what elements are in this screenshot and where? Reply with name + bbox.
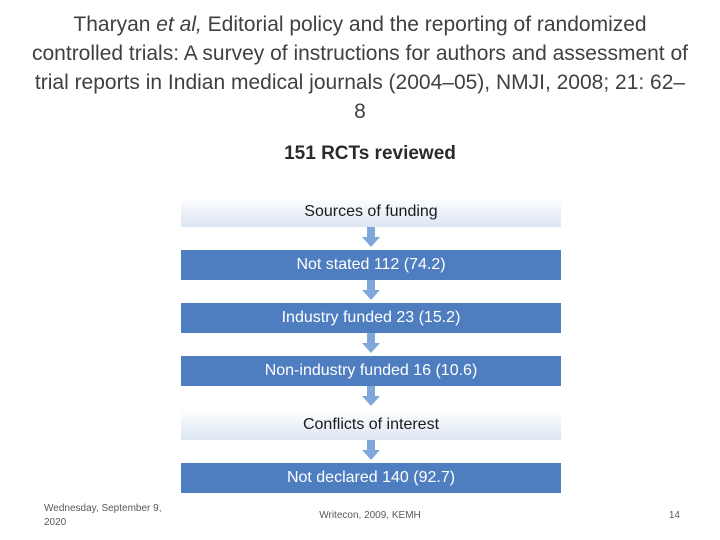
down-arrow-icon — [362, 386, 380, 406]
down-arrow-icon — [362, 333, 380, 353]
title-rest: Editorial policy and the reporting of ra… — [32, 13, 688, 123]
box-sources-of-funding: Sources of funding — [181, 197, 561, 227]
down-arrow-icon — [362, 440, 380, 460]
rcts-reviewed-heading: 151 RCTs reviewed — [284, 143, 456, 164]
footer-page-number: 14 — [668, 510, 680, 521]
title-author: Tharyan — [73, 13, 151, 36]
box-not-stated: Not stated 112 (74.2) — [181, 250, 561, 280]
box-non-industry-funded: Non-industry funded 16 (10.6) — [181, 356, 561, 386]
box-industry-funded: Industry funded 23 (15.2) — [181, 303, 561, 333]
slide-title: Tharyan et al, Editorial policy and the … — [30, 10, 690, 126]
title-etal: et al, — [156, 13, 202, 36]
box-conflicts-of-interest: Conflicts of interest — [181, 410, 561, 440]
down-arrow-icon — [362, 227, 380, 247]
footer-event: Writecon, 2009, KEMH — [319, 510, 421, 521]
down-arrow-icon — [362, 280, 380, 300]
box-not-declared: Not declared 140 (92.7) — [181, 463, 561, 493]
footer-date: Wednesday, September 9, 2020 — [44, 503, 162, 528]
